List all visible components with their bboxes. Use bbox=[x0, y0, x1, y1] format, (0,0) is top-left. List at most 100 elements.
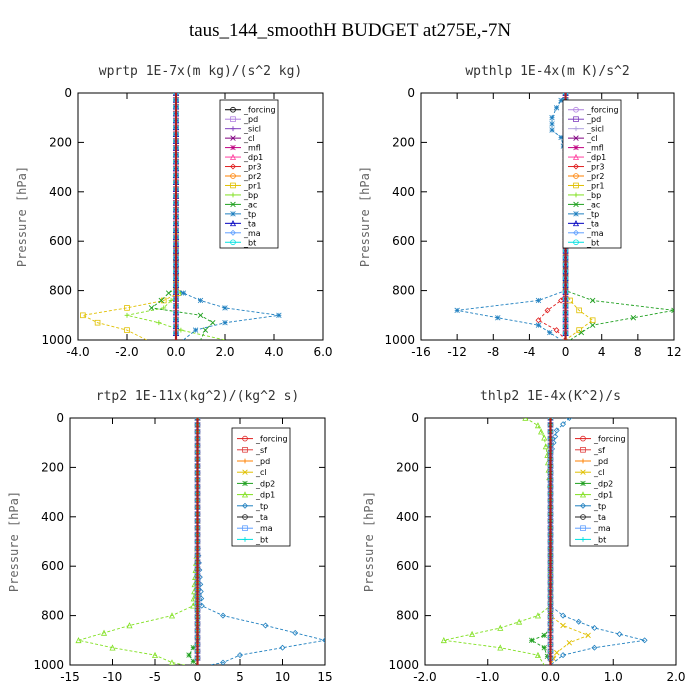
series-marker bbox=[549, 127, 555, 133]
legend-marker bbox=[241, 491, 249, 498]
legend-label: _ma bbox=[255, 524, 273, 533]
legend-marker bbox=[573, 173, 579, 179]
series-line-dp1 bbox=[443, 418, 551, 665]
legend-marker bbox=[573, 135, 579, 141]
series-marker bbox=[124, 312, 130, 318]
legend-label: _pd bbox=[586, 115, 601, 124]
legend: _forcing_pd_sicl_cl_mfl_dp1_pr3_pr2_pr1_… bbox=[219, 99, 279, 249]
series-marker bbox=[547, 329, 553, 336]
series-marker bbox=[553, 427, 560, 434]
series-marker bbox=[202, 327, 209, 333]
series-marker bbox=[178, 327, 184, 333]
series-marker bbox=[440, 637, 447, 644]
x-tick-label: 0.0 bbox=[166, 345, 185, 359]
series-marker bbox=[495, 315, 501, 321]
series-marker bbox=[550, 439, 557, 446]
y-tick-label: 0 bbox=[56, 411, 64, 425]
series-marker bbox=[589, 297, 596, 304]
series-marker bbox=[560, 421, 567, 428]
plot-frame bbox=[420, 92, 675, 341]
series-marker bbox=[522, 418, 529, 421]
legend-marker bbox=[230, 163, 236, 170]
legend-label: _ac bbox=[586, 200, 600, 209]
legend-marker bbox=[573, 192, 579, 198]
y-tick-label: 1000 bbox=[384, 333, 415, 347]
series-marker bbox=[589, 317, 596, 324]
chart-panel-3: rtp2 1E-11x(kg^2)/(kg^2 s) Pressure [hPa]… bbox=[7, 389, 333, 684]
legend-marker bbox=[229, 220, 237, 227]
y-tick-label: 200 bbox=[392, 135, 415, 149]
y-tick-label: 400 bbox=[41, 510, 64, 524]
series-marker bbox=[542, 443, 549, 450]
series-marker bbox=[210, 319, 216, 326]
legend: _forcing_pd_sicl_cl_mfl_dp1_pr3_pr2_pr1_… bbox=[562, 99, 622, 249]
x-tick-label: 10 bbox=[275, 670, 290, 684]
legend-marker bbox=[230, 229, 236, 236]
y-axis-label: Pressure [hPa] bbox=[7, 491, 21, 592]
legend-marker bbox=[580, 502, 586, 509]
legend-label: _cl bbox=[243, 134, 255, 143]
legend-marker bbox=[573, 163, 579, 170]
series-marker bbox=[566, 640, 573, 646]
legend-label: _forcing bbox=[243, 106, 276, 115]
legend-label: _dp1 bbox=[586, 153, 606, 162]
legend-label: _pr3 bbox=[243, 163, 261, 172]
x-tick-label: 4.0 bbox=[264, 345, 283, 359]
legend-label: _tp bbox=[586, 210, 599, 219]
legend-label: _sicl bbox=[586, 125, 604, 134]
legend-label: _bt bbox=[255, 535, 268, 544]
y-tick-label: 800 bbox=[396, 609, 419, 623]
x-tick-label: -16 bbox=[411, 345, 431, 359]
legend-marker bbox=[230, 126, 236, 132]
legend-marker bbox=[573, 106, 579, 113]
legend-marker bbox=[230, 135, 236, 141]
series-marker bbox=[553, 327, 560, 334]
series-marker bbox=[560, 622, 566, 629]
y-axis-label: Pressure [hPa] bbox=[15, 166, 29, 267]
series-marker bbox=[454, 307, 460, 314]
legend-marker bbox=[242, 469, 248, 475]
series-marker bbox=[528, 637, 535, 643]
series-marker bbox=[80, 312, 86, 319]
y-tick-label: 200 bbox=[41, 460, 64, 474]
x-tick-label: -8 bbox=[487, 345, 499, 359]
legend-label: _ac bbox=[243, 200, 257, 209]
series-marker bbox=[535, 317, 542, 324]
legend-label: _ta bbox=[255, 513, 268, 522]
legend-label: _pd bbox=[243, 115, 258, 124]
series-marker bbox=[222, 320, 228, 326]
x-tick-label: 4 bbox=[598, 345, 606, 359]
legend-label: _ta bbox=[243, 219, 256, 228]
chart-panel-2: wpthlp 1E-4x(m K)/s^2 Pressure [hPa] 0 200 4… bbox=[358, 64, 682, 359]
series-marker bbox=[578, 329, 585, 336]
series-marker bbox=[197, 297, 204, 304]
legend-marker bbox=[572, 153, 580, 160]
series-marker bbox=[541, 434, 548, 441]
legend-marker bbox=[230, 201, 236, 208]
series-marker bbox=[630, 315, 637, 321]
legend-marker bbox=[229, 153, 237, 160]
series-marker bbox=[544, 307, 551, 314]
legend-marker bbox=[230, 239, 236, 246]
series-marker bbox=[220, 612, 226, 619]
y-tick-label: 0 bbox=[64, 86, 72, 100]
x-tick-label: -15 bbox=[60, 670, 80, 684]
series-line-tp bbox=[550, 418, 645, 665]
series-marker bbox=[186, 652, 192, 658]
y-tick-label: 400 bbox=[392, 185, 415, 199]
legend-label: _cl bbox=[255, 468, 267, 477]
series-marker bbox=[585, 632, 591, 639]
x-tick-label: -2.0 bbox=[413, 670, 436, 684]
legend-label: _bp bbox=[586, 191, 601, 200]
x-tick-label: 5 bbox=[236, 670, 244, 684]
legend-marker bbox=[242, 435, 248, 442]
legend-label: _sf bbox=[255, 446, 267, 455]
series-marker bbox=[109, 644, 116, 651]
series-marker bbox=[554, 649, 560, 656]
series-marker bbox=[158, 297, 165, 304]
legend-label: _mfl bbox=[243, 144, 261, 153]
legend-label: _pr2 bbox=[243, 172, 261, 181]
y-tick-label: 600 bbox=[49, 234, 72, 248]
legend-label: _cl bbox=[593, 468, 605, 477]
